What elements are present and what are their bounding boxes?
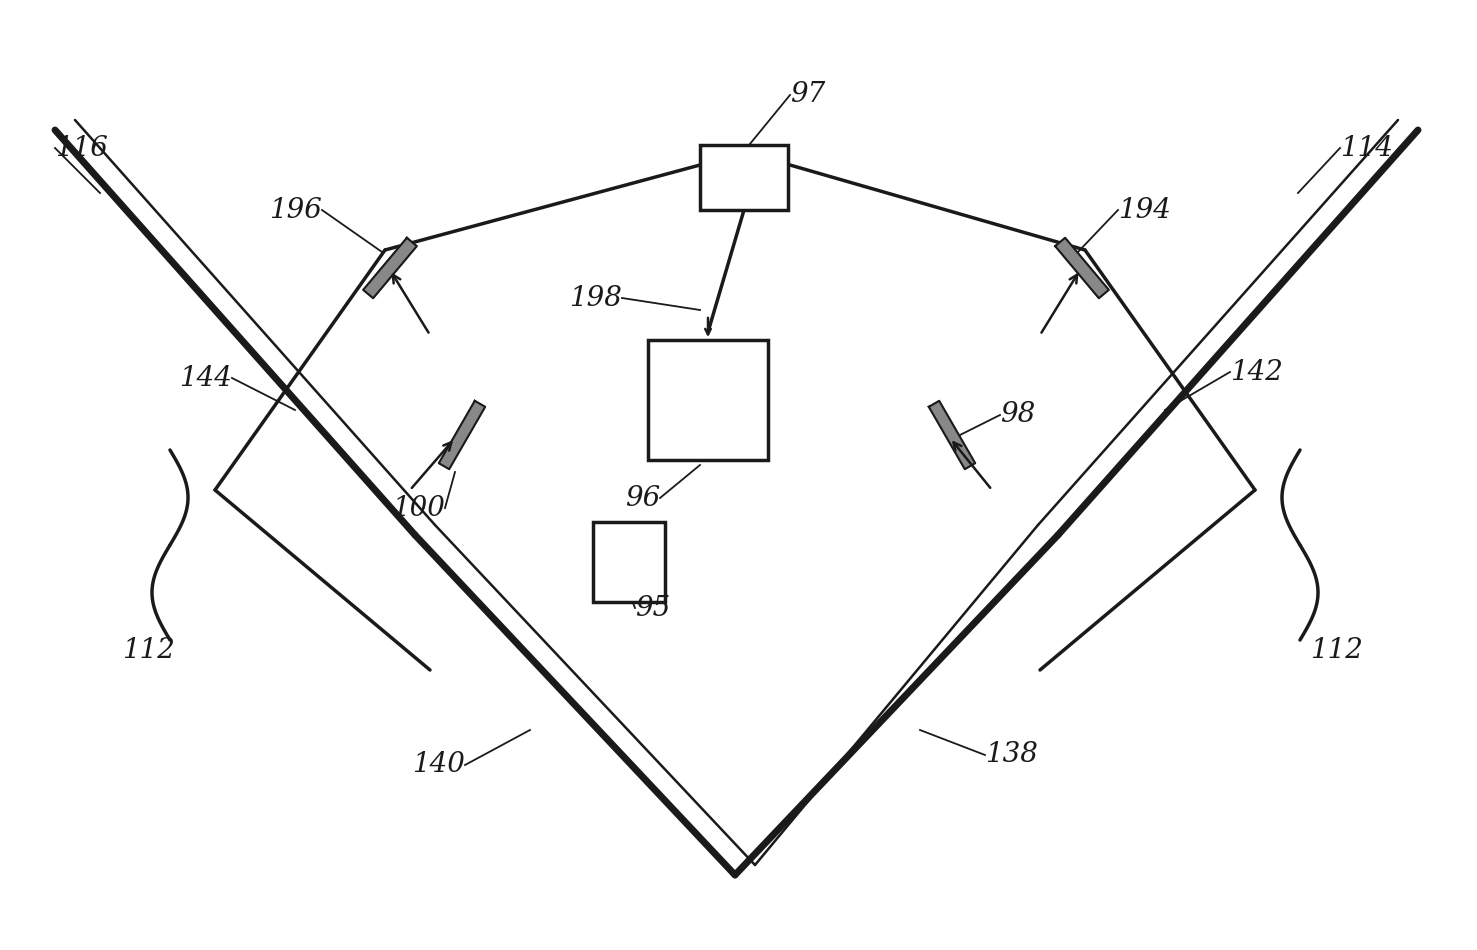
- Text: 196: 196: [269, 197, 322, 223]
- Text: 144: 144: [179, 365, 232, 391]
- Polygon shape: [1055, 238, 1109, 298]
- Text: 112: 112: [123, 636, 174, 663]
- Text: 112: 112: [1310, 636, 1363, 663]
- Text: 114: 114: [1340, 135, 1393, 162]
- Text: 96: 96: [625, 484, 660, 511]
- Bar: [592, 522, 665, 602]
- Bar: [648, 340, 768, 460]
- Bar: [700, 145, 789, 210]
- Text: 142: 142: [1230, 358, 1284, 386]
- Polygon shape: [363, 238, 417, 298]
- Text: 100: 100: [391, 495, 445, 522]
- Text: 194: 194: [1118, 197, 1171, 223]
- Polygon shape: [439, 401, 486, 469]
- Text: 138: 138: [985, 742, 1038, 769]
- Text: 140: 140: [412, 751, 465, 778]
- Text: 95: 95: [635, 595, 671, 621]
- Text: 198: 198: [569, 284, 622, 312]
- Text: 98: 98: [1000, 402, 1035, 428]
- Text: 116: 116: [55, 135, 108, 162]
- Text: 97: 97: [790, 82, 826, 108]
- Polygon shape: [929, 401, 975, 469]
